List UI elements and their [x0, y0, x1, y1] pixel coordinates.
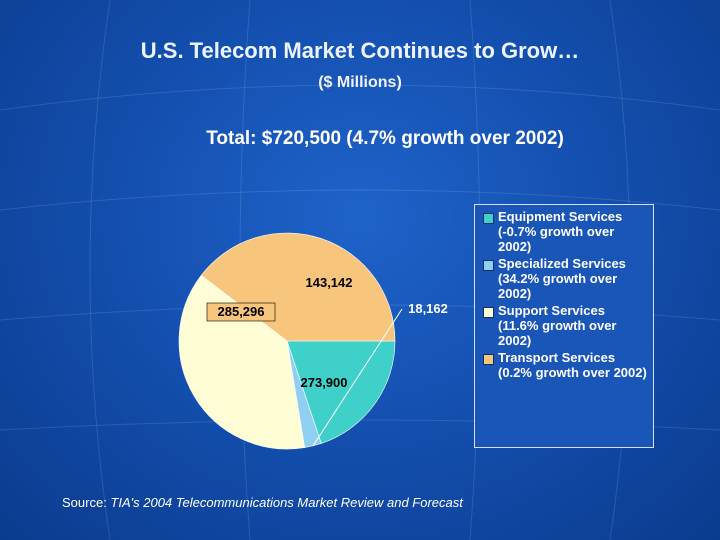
legend-item-specialized: Specialized Services (34.2% growth over … — [483, 256, 647, 301]
chart-legend: Equipment Services (-0.7% growth over 20… — [474, 204, 654, 448]
pie-data-label-support: 273,900 — [301, 375, 348, 390]
pie-slice-transport — [200, 232, 396, 342]
pie-leader-line-specialized — [312, 308, 403, 447]
legend-label-equipment: Equipment Services (-0.7% growth over 20… — [498, 209, 623, 254]
pie-data-label-transport: 285,296 — [218, 304, 265, 319]
legend-item-equipment: Equipment Services (-0.7% growth over 20… — [483, 209, 647, 254]
legend-item-support: Support Services (11.6% growth over 2002… — [483, 303, 647, 348]
pie-data-label-box-transport — [206, 302, 276, 322]
pie-data-label-equipment: 143,142 — [306, 275, 353, 290]
source-title: TIA's 2004 Telecommunications Market Rev… — [110, 495, 463, 510]
legend-item-transport: Transport Services (0.2% growth over 200… — [483, 350, 647, 380]
source-note: Source: TIA's 2004 Telecommunications Ma… — [62, 495, 463, 510]
legend-swatch-specialized — [483, 260, 494, 271]
pie-slice-equipment — [286, 340, 396, 444]
legend-swatch-support — [483, 307, 494, 318]
legend-label-transport: Transport Services (0.2% growth over 200… — [498, 350, 647, 380]
source-prefix: Source: — [62, 495, 111, 510]
slide-title: U.S. Telecom Market Continues to Grow… — [140, 38, 580, 63]
slide-subtitle: ($ Millions) — [318, 74, 402, 91]
legend-swatch-transport — [483, 354, 494, 365]
chart-total-label: Total: $720,500 (4.7% growth over 2002) — [206, 128, 564, 149]
legend-label-specialized: Specialized Services (34.2% growth over … — [498, 256, 626, 301]
legend-swatch-equipment — [483, 213, 494, 224]
legend-label-support: Support Services (11.6% growth over 2002… — [498, 303, 617, 348]
pie-data-label-specialized: 18,162 — [408, 301, 448, 316]
